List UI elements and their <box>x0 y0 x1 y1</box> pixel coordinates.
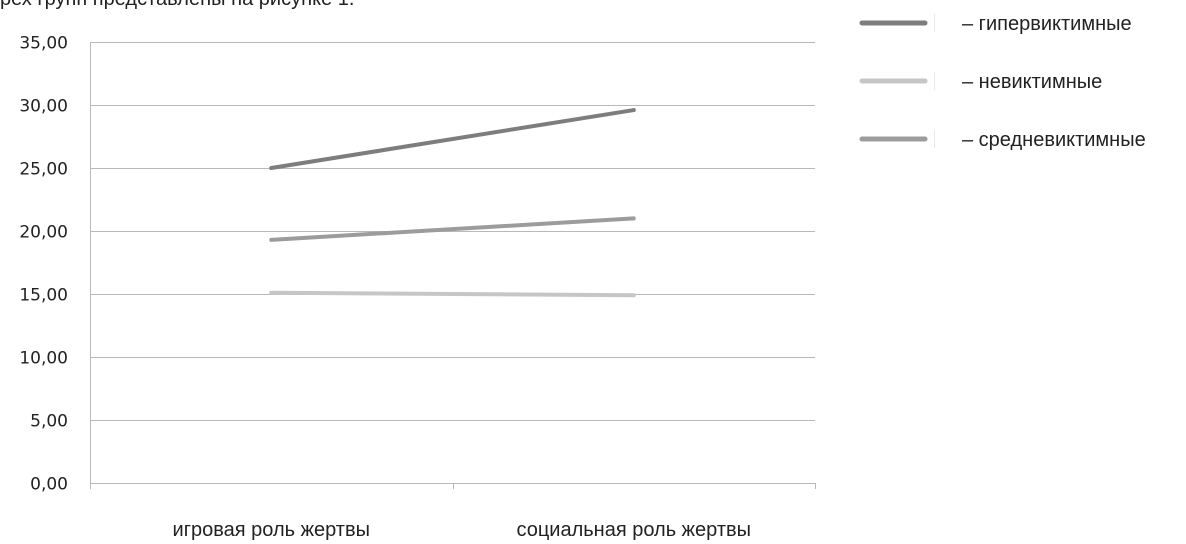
data-point <box>269 238 273 242</box>
data-point <box>269 291 273 295</box>
data-point <box>632 293 636 297</box>
series-line <box>269 216 636 242</box>
legend-label: – гипервиктимные <box>962 13 1132 35</box>
y-tick-label: 0,00 <box>30 475 68 495</box>
data-point <box>269 166 273 170</box>
caption-fragment: рех групп представлены на рисунке 1. <box>0 0 354 11</box>
series-line <box>269 290 636 298</box>
y-tick-labels: 35,00 30,00 25,00 20,00 15,00 10,00 5,00 0,00 <box>19 34 68 495</box>
y-tick-label: 25,00 <box>19 160 68 180</box>
legend-label: – средневиктимные <box>962 129 1146 151</box>
y-tick-label: 30,00 <box>19 97 68 117</box>
y-tick-label: 15,00 <box>19 286 68 306</box>
y-tick-label: 20,00 <box>19 223 68 243</box>
series-line <box>269 108 636 170</box>
gridlines <box>90 42 815 421</box>
series-lines <box>269 108 636 298</box>
x-category-label: социальная роль жертвы <box>516 519 751 541</box>
data-point <box>632 108 636 112</box>
x-category-labels: игровая роль жертвы социальная роль жертв… <box>173 519 751 541</box>
y-tick-label: 10,00 <box>19 349 68 369</box>
legend: – гипервиктимные – невиктимные – средневик… <box>859 13 1146 151</box>
axes <box>90 42 816 489</box>
y-tick-label: 35,00 <box>19 34 68 54</box>
data-point <box>632 216 636 220</box>
y-tick-label: 5,00 <box>30 412 68 432</box>
x-category-label: игровая роль жертвы <box>173 519 370 541</box>
legend-label: – невиктимные <box>962 71 1102 93</box>
